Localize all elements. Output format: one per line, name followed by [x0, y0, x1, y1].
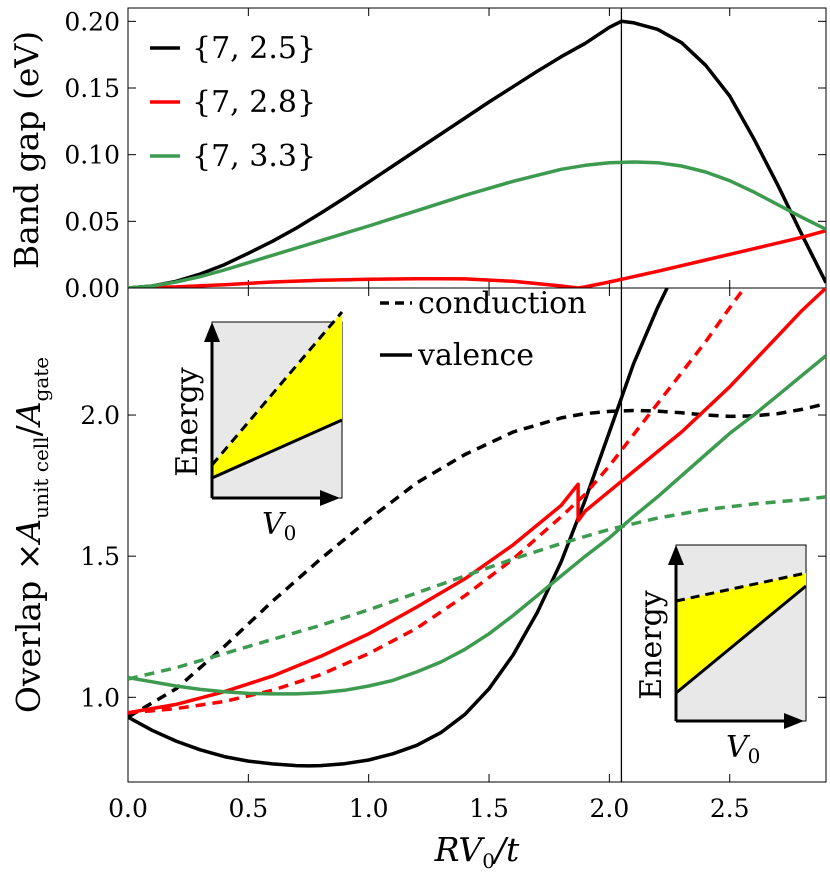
left-inset-x-arrowhead: [320, 490, 340, 506]
legend-label-conduction: conduction: [418, 286, 587, 321]
top-y-tick-label: 0.05: [64, 207, 120, 236]
left-inset-conduction-line: [210, 311, 344, 466]
bottom-x-tick-label: 0.0: [108, 794, 148, 823]
bottom-series-7-3.3-valence: [128, 354, 826, 696]
bottom-series-7-2.5-conduction: [128, 401, 826, 719]
top-y-tick-label: 0.15: [64, 74, 120, 103]
legend-label-7-3.3: {7, 3.3}: [192, 139, 316, 174]
legend-item-conduction: conduction: [380, 286, 587, 321]
top-chart: 0.00 0.05 0.10 0.15 0.20 Band gap (eV) {7, 2…: [7, 7, 827, 303]
bottom-x-tick-label: 1.0: [349, 794, 389, 823]
bottom-series-7-2.5-valence: [128, 288, 669, 768]
right-inset-y-arrowhead: [668, 545, 684, 565]
bottom-series-7-3.3-conduction: [128, 495, 826, 681]
top-y-tick-label: 0.10: [64, 141, 120, 170]
legend-label-valence: valence: [417, 338, 534, 373]
right-inset: Energy V0: [634, 544, 807, 768]
left-inset-v0-label: V0: [262, 507, 296, 545]
bottom-plot-frame: [127, 287, 827, 783]
top-y-axis-title: Band gap (eV): [7, 31, 46, 269]
left-inset-valence-line: [211, 418, 343, 480]
bottom-chart: 1.0 1.5 2.0 0.0 0.5 1.0 1.5 2.0 2.5 Overlap ×Aun…: [9, 286, 827, 873]
bottom-axis-ticks: 1.0 1.5 2.0 0.0 0.5 1.0 1.5 2.0 2.5: [80, 288, 826, 823]
top-y-ticks: 0.00 0.05 0.10 0.15 0.20: [64, 7, 826, 303]
x-axis-title: RV0/t: [434, 830, 520, 873]
bottom-x-tick-label: 2.0: [589, 794, 629, 823]
top-legend: {7, 2.5} {7, 2.8} {7, 3.3}: [150, 31, 316, 174]
left-inset-gap-fill: [212, 312, 342, 478]
right-inset-energy-label: Energy: [634, 590, 669, 700]
legend-item-valence: valence: [380, 338, 534, 373]
bottom-legend: conduction valence: [380, 286, 587, 373]
legend-item-7-2.5: {7, 2.5}: [150, 31, 316, 66]
right-inset-valence-line: [675, 584, 807, 695]
left-inset-energy-label: Energy: [170, 367, 205, 477]
bottom-y-tick-label: 1.0: [80, 683, 120, 712]
top-series-7-2.5: [128, 19, 826, 288]
bottom-series-group: [128, 288, 826, 768]
top-y-tick-label: 0.00: [64, 274, 120, 303]
top-series-7-2.8: [128, 229, 826, 288]
top-series-group: [128, 19, 826, 288]
right-inset-gap-fill: [676, 573, 806, 693]
right-inset-conduction-line: [675, 571, 807, 603]
bottom-y-tick-label: 1.5: [80, 542, 120, 571]
bottom-x-tick-label: 1.5: [469, 794, 509, 823]
bottom-y-axis-title: Overlap ×Aunit cell/Agate: [9, 357, 53, 713]
top-y-tick-label: 0.20: [64, 7, 120, 36]
legend-item-7-2.8: {7, 2.8}: [150, 85, 316, 120]
left-inset: Energy V0: [170, 311, 344, 545]
bottom-y-tick-label: 2.0: [80, 401, 120, 430]
bottom-x-tick-label: 2.5: [710, 794, 750, 823]
top-series-7-3.3: [128, 160, 826, 288]
bottom-series-7-2.8-valence: [128, 288, 826, 715]
legend-label-7-2.5: {7, 2.5}: [192, 31, 316, 66]
bottom-x-tick-label: 0.5: [228, 794, 268, 823]
right-inset-x-arrowhead: [784, 713, 804, 729]
left-inset-y-arrowhead: [204, 322, 220, 342]
right-inset-v0-label: V0: [726, 730, 760, 768]
legend-item-7-3.3: {7, 3.3}: [150, 139, 316, 174]
legend-label-7-2.8: {7, 2.8}: [192, 85, 316, 120]
